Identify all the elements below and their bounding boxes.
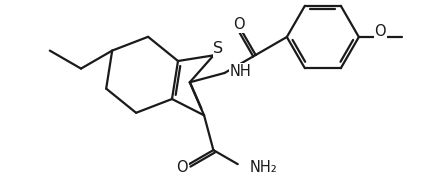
Text: O: O: [176, 160, 188, 175]
Text: O: O: [375, 24, 386, 39]
Text: NH₂: NH₂: [250, 160, 277, 175]
Text: S: S: [214, 41, 224, 56]
Text: NH: NH: [229, 64, 251, 79]
Text: O: O: [233, 17, 245, 32]
